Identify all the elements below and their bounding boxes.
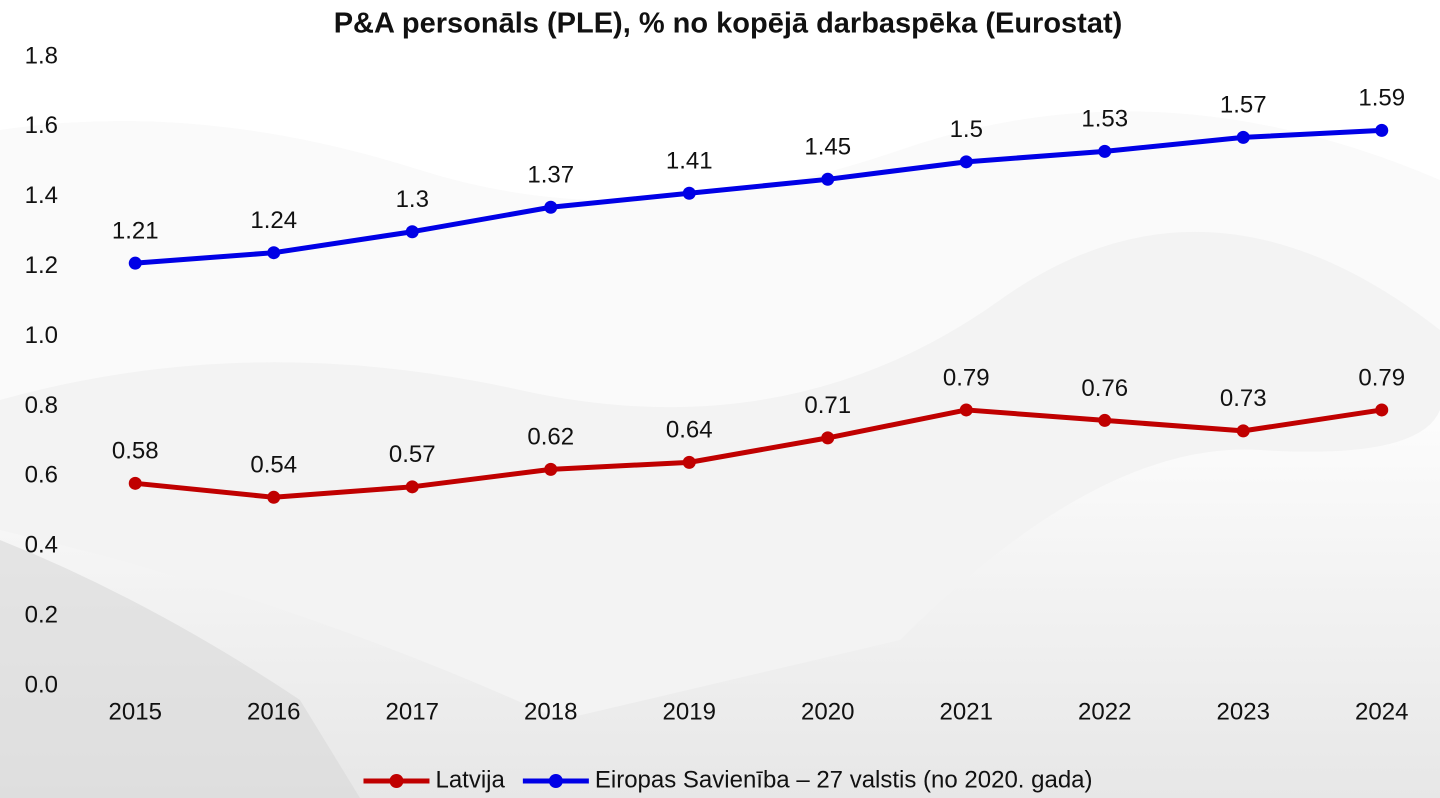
y-tick-label: 1.4: [25, 182, 58, 209]
x-tick-label: 2021: [940, 698, 993, 725]
data-point: [129, 477, 142, 490]
x-tick-label: 2022: [1078, 698, 1131, 725]
y-tick-label: 0.6: [25, 462, 58, 489]
data-point: [544, 463, 557, 476]
data-label: 1.57: [1220, 92, 1267, 119]
data-point: [129, 257, 142, 270]
data-label: 0.58: [112, 438, 159, 465]
y-tick-label: 0.0: [25, 671, 58, 698]
data-point: [267, 246, 280, 259]
data-point: [960, 403, 973, 416]
data-point: [683, 456, 696, 469]
data-label: 1.53: [1081, 106, 1128, 133]
y-tick-label: 0.8: [25, 392, 58, 419]
x-tick-label: 2024: [1355, 698, 1408, 725]
data-label: 1.41: [666, 148, 713, 175]
data-label: 1.59: [1358, 85, 1405, 112]
page: P&A personāls (PLE), % no kopējā darbasp…: [0, 0, 1440, 798]
x-tick-label: 2017: [386, 698, 439, 725]
data-label: 1.24: [250, 207, 297, 234]
x-tick-label: 2019: [663, 698, 716, 725]
data-point: [406, 225, 419, 238]
chart: P&A personāls (PLE), % no kopējā darbasp…: [0, 0, 1440, 798]
y-tick-label: 1.0: [25, 322, 58, 349]
data-label: 0.73: [1220, 385, 1267, 412]
data-label: 1.3: [396, 186, 429, 213]
legend-label: Latvija: [435, 766, 505, 793]
x-tick-label: 2018: [524, 698, 577, 725]
data-point: [1375, 124, 1388, 137]
legend-marker: [549, 774, 563, 788]
data-point: [960, 155, 973, 168]
y-tick-label: 1.8: [25, 42, 58, 69]
data-label: 0.57: [389, 441, 436, 468]
y-tick-label: 1.6: [25, 112, 58, 139]
legend-marker: [389, 774, 403, 788]
data-label: 0.62: [527, 424, 574, 451]
data-label: 0.79: [943, 364, 990, 391]
data-label: 0.71: [804, 392, 851, 419]
data-label: 0.79: [1358, 364, 1405, 391]
data-label: 0.64: [666, 417, 713, 444]
x-tick-label: 2023: [1217, 698, 1270, 725]
data-point: [1098, 145, 1111, 158]
data-point: [821, 173, 834, 186]
data-point: [1237, 424, 1250, 437]
data-point: [821, 431, 834, 444]
y-tick-label: 0.2: [25, 601, 58, 628]
data-label: 1.45: [804, 134, 851, 161]
chart-title: P&A personāls (PLE), % no kopējā darbasp…: [334, 8, 1123, 40]
x-tick-label: 2015: [109, 698, 162, 725]
data-label: 1.21: [112, 218, 159, 245]
x-tick-label: 2016: [247, 698, 300, 725]
legend-label: Eiropas Savienība – 27 valstis (no 2020.…: [595, 766, 1093, 793]
y-tick-label: 1.2: [25, 252, 58, 279]
data-point: [683, 187, 696, 200]
data-point: [1098, 414, 1111, 427]
data-label: 1.5: [950, 116, 983, 143]
data-point: [1375, 403, 1388, 416]
x-tick-label: 2020: [801, 698, 854, 725]
y-tick-label: 0.4: [25, 532, 58, 559]
data-point: [406, 480, 419, 493]
data-label: 0.76: [1081, 375, 1128, 402]
data-point: [1237, 131, 1250, 144]
data-label: 0.54: [250, 452, 297, 479]
data-point: [544, 201, 557, 214]
data-point: [267, 491, 280, 504]
data-label: 1.37: [527, 162, 574, 189]
